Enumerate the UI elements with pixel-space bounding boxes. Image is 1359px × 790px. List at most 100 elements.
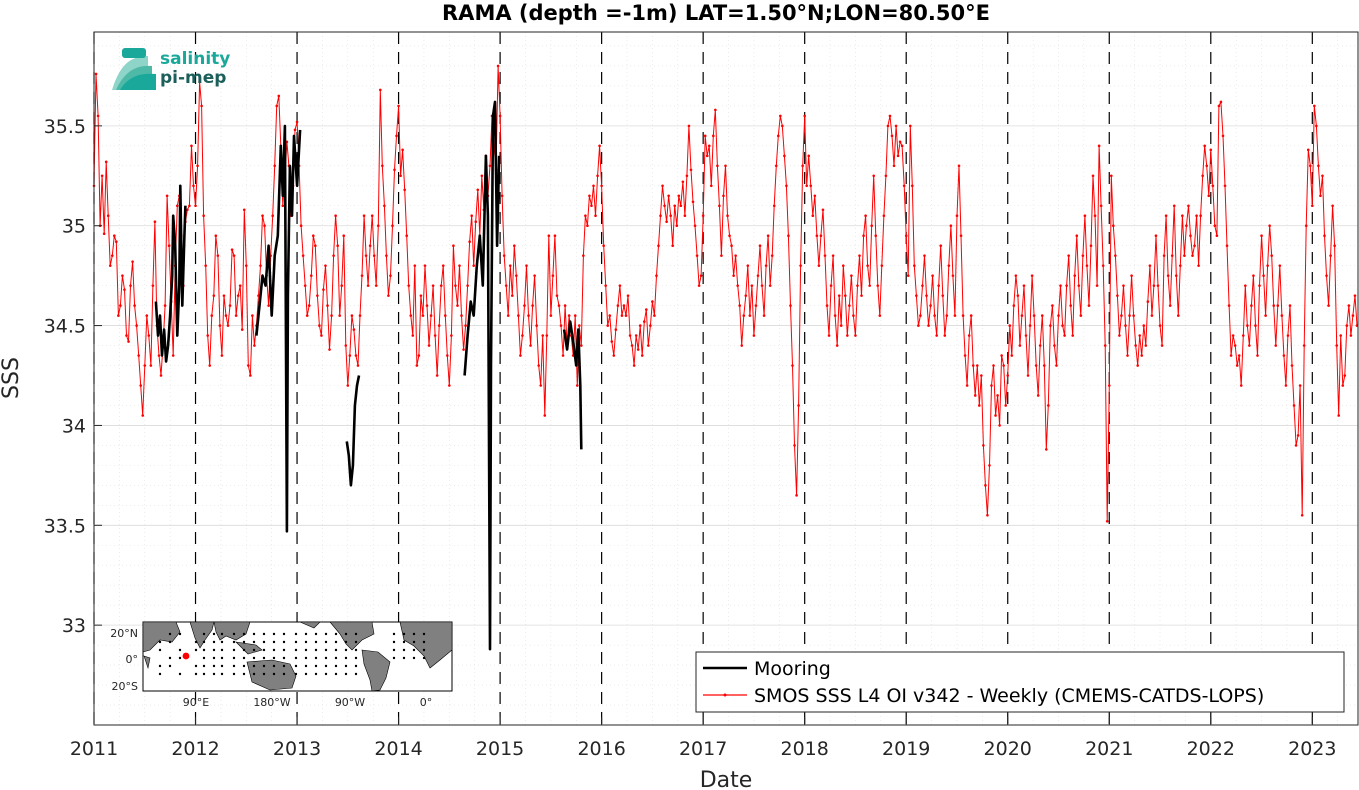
logo-text-salinity: salinity [160, 49, 230, 69]
smos-sss-point [435, 374, 439, 377]
smos-sss-point [153, 220, 157, 224]
smos-sss-point [756, 274, 760, 277]
smos-sss-point [137, 354, 140, 357]
smos-sss-point [809, 184, 813, 188]
smos-sss-point [397, 104, 400, 108]
smos-sss-point [872, 174, 876, 178]
smos-sss-point [931, 274, 934, 277]
map-lon-tick-4: 0° [420, 696, 433, 709]
smos-sss-point [253, 344, 256, 347]
map-mooring-dot [402, 656, 406, 660]
smos-sss-point [1331, 204, 1334, 208]
smos-sss-point [746, 264, 750, 267]
smos-sss-point [610, 340, 614, 343]
smos-sss-point [697, 284, 701, 287]
smos-sss-point [908, 124, 912, 128]
smos-sss-point [608, 314, 612, 317]
map-mooring-dot [334, 632, 338, 636]
smos-sss-point [1075, 234, 1079, 238]
smos-sss-point [1345, 324, 1349, 327]
smos-sss-point [1112, 224, 1115, 228]
smos-sss-point [738, 304, 742, 307]
smos-sss-point [636, 348, 640, 351]
smos-sss-point [831, 254, 835, 257]
smos-sss-point [1049, 324, 1052, 327]
smos-sss-point [267, 304, 270, 307]
smos-sss-point [210, 314, 214, 317]
smos-sss-point [667, 194, 670, 198]
smos-sss-point [1256, 354, 1259, 357]
x-tick-label: 2012 [171, 738, 219, 760]
smos-sss-point [590, 204, 593, 208]
map-mooring-dot [324, 664, 328, 668]
smos-sss-point [1339, 334, 1343, 337]
map-mooring-dot [354, 672, 358, 676]
map-mooring-dot [242, 640, 246, 644]
chart-title: RAMA (depth =-1m) LAT=1.50°N;LON=80.50°E [442, 1, 990, 25]
smos-sss-point [1294, 444, 1298, 447]
legend-box [695, 651, 1345, 713]
smos-sss-point [1014, 274, 1018, 277]
smos-sss-point [695, 254, 699, 257]
smos-sss-point [362, 214, 366, 218]
x-tick-label: 2014 [374, 738, 422, 760]
smos-sss-point [1327, 304, 1330, 307]
smos-sss-point [821, 208, 825, 212]
smos-sss-point [878, 314, 882, 317]
smos-sss-point [305, 314, 309, 317]
smos-sss-point [163, 304, 167, 307]
smos-sss-point [1227, 304, 1231, 307]
smos-sss-point [1162, 254, 1166, 257]
smos-sss-point [1040, 314, 1044, 317]
smos-sss-point [1028, 324, 1032, 327]
smos-sss-point [770, 254, 774, 257]
smos-sss-point [927, 324, 930, 327]
map-mooring-dot [304, 656, 308, 660]
smos-sss-point [791, 364, 794, 367]
legend-label-mooring: Mooring [754, 658, 831, 680]
smos-sss-point [498, 114, 502, 118]
smos-sss-point [175, 204, 179, 208]
smos-sss-point [1124, 324, 1127, 327]
smos-sss-point [1304, 224, 1308, 228]
series-mooring [154, 100, 583, 651]
smos-sss-point [1057, 314, 1060, 317]
smos-sss-point [1038, 344, 1042, 347]
smos-sss-point [632, 364, 636, 367]
x-tick-label: 2023 [1288, 738, 1336, 760]
smos-sss-point [1325, 274, 1328, 277]
smos-sss-point [563, 304, 567, 307]
smos-sss-point [807, 154, 811, 158]
smos-sss-point [517, 314, 520, 317]
smos-sss-point [1246, 324, 1249, 327]
smos-sss-point [147, 334, 151, 337]
smos-sss-point [1006, 374, 1010, 377]
smos-sss-point [358, 314, 362, 317]
smos-sss-point [145, 314, 149, 317]
smos-sss-point [886, 124, 890, 128]
smos-sss-point [742, 314, 746, 317]
smos-sss-point [366, 284, 370, 287]
map-mooring-dot [402, 640, 406, 644]
smos-sss-point [657, 244, 660, 247]
smos-sss-point [681, 180, 685, 184]
smos-sss-point [622, 304, 626, 307]
smos-sss-point [117, 314, 120, 317]
smos-sss-point [996, 394, 999, 397]
smos-sss-point [322, 288, 325, 291]
smos-sss-point [740, 344, 744, 347]
map-mooring-dot [194, 640, 198, 644]
smos-sss-point [443, 314, 447, 317]
smos-sss-point [1189, 234, 1192, 238]
smos-sss-point [961, 314, 965, 317]
map-mooring-dot [294, 664, 298, 668]
smos-sss-point [1093, 214, 1097, 218]
smos-sss-point [502, 254, 506, 257]
smos-sss-point [752, 334, 756, 337]
smos-sss-point [1197, 264, 1200, 267]
smos-sss-point [634, 334, 638, 337]
smos-sss-point [687, 124, 691, 128]
map-mooring-dot [334, 656, 338, 660]
map-lat-tick-2: 0° [126, 653, 139, 666]
map-mooring-dot [202, 656, 206, 660]
